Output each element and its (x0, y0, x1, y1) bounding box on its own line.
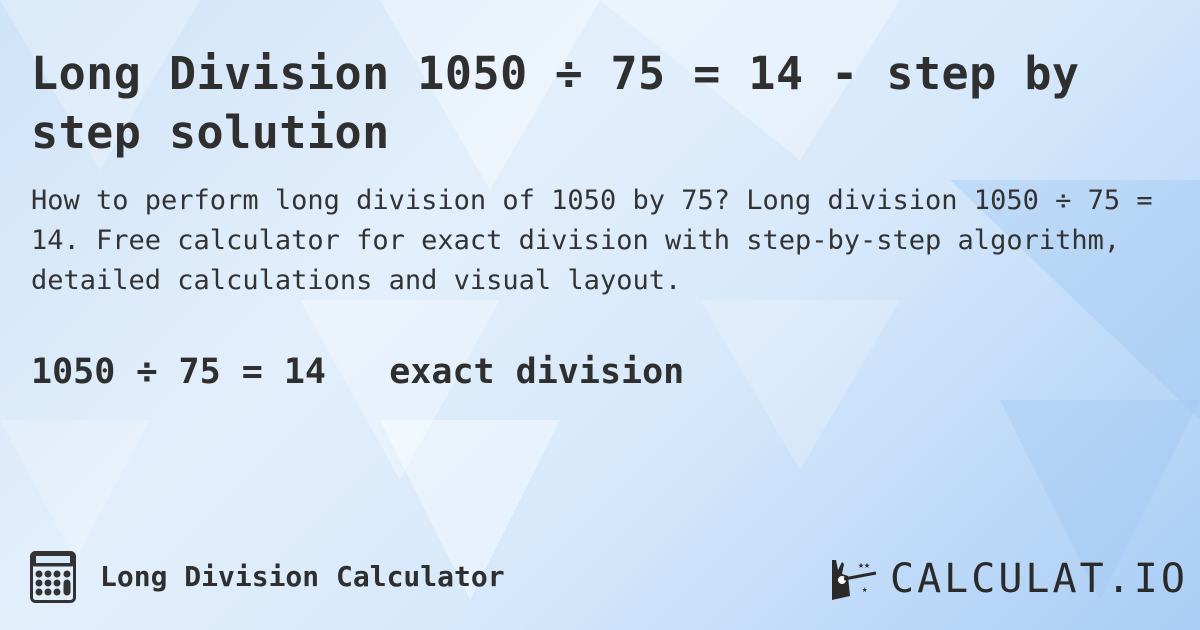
calculator-icon (30, 551, 76, 603)
result-equation: 1050 ÷ 75 = 14 (31, 352, 327, 392)
svg-text:★: ★ (862, 585, 868, 595)
calculat-io-logo[interactable]: ★★ ★ CALCULAT.IO (828, 556, 1188, 602)
magic-hand-icon: ★★ ★ (832, 560, 877, 600)
result-line: 1050 ÷ 75 = 14 exact division (31, 352, 684, 392)
page-title: Long Division 1050 ÷ 75 = 14 - step by s… (31, 47, 1080, 159)
result-type: exact division (389, 352, 685, 392)
calculator-name: Long Division Calculator (100, 560, 505, 593)
svg-text:★★: ★★ (858, 560, 870, 571)
logo-text: CALCULAT.IO (890, 556, 1188, 602)
description: How to perform long division of 1050 by … (31, 185, 1153, 296)
